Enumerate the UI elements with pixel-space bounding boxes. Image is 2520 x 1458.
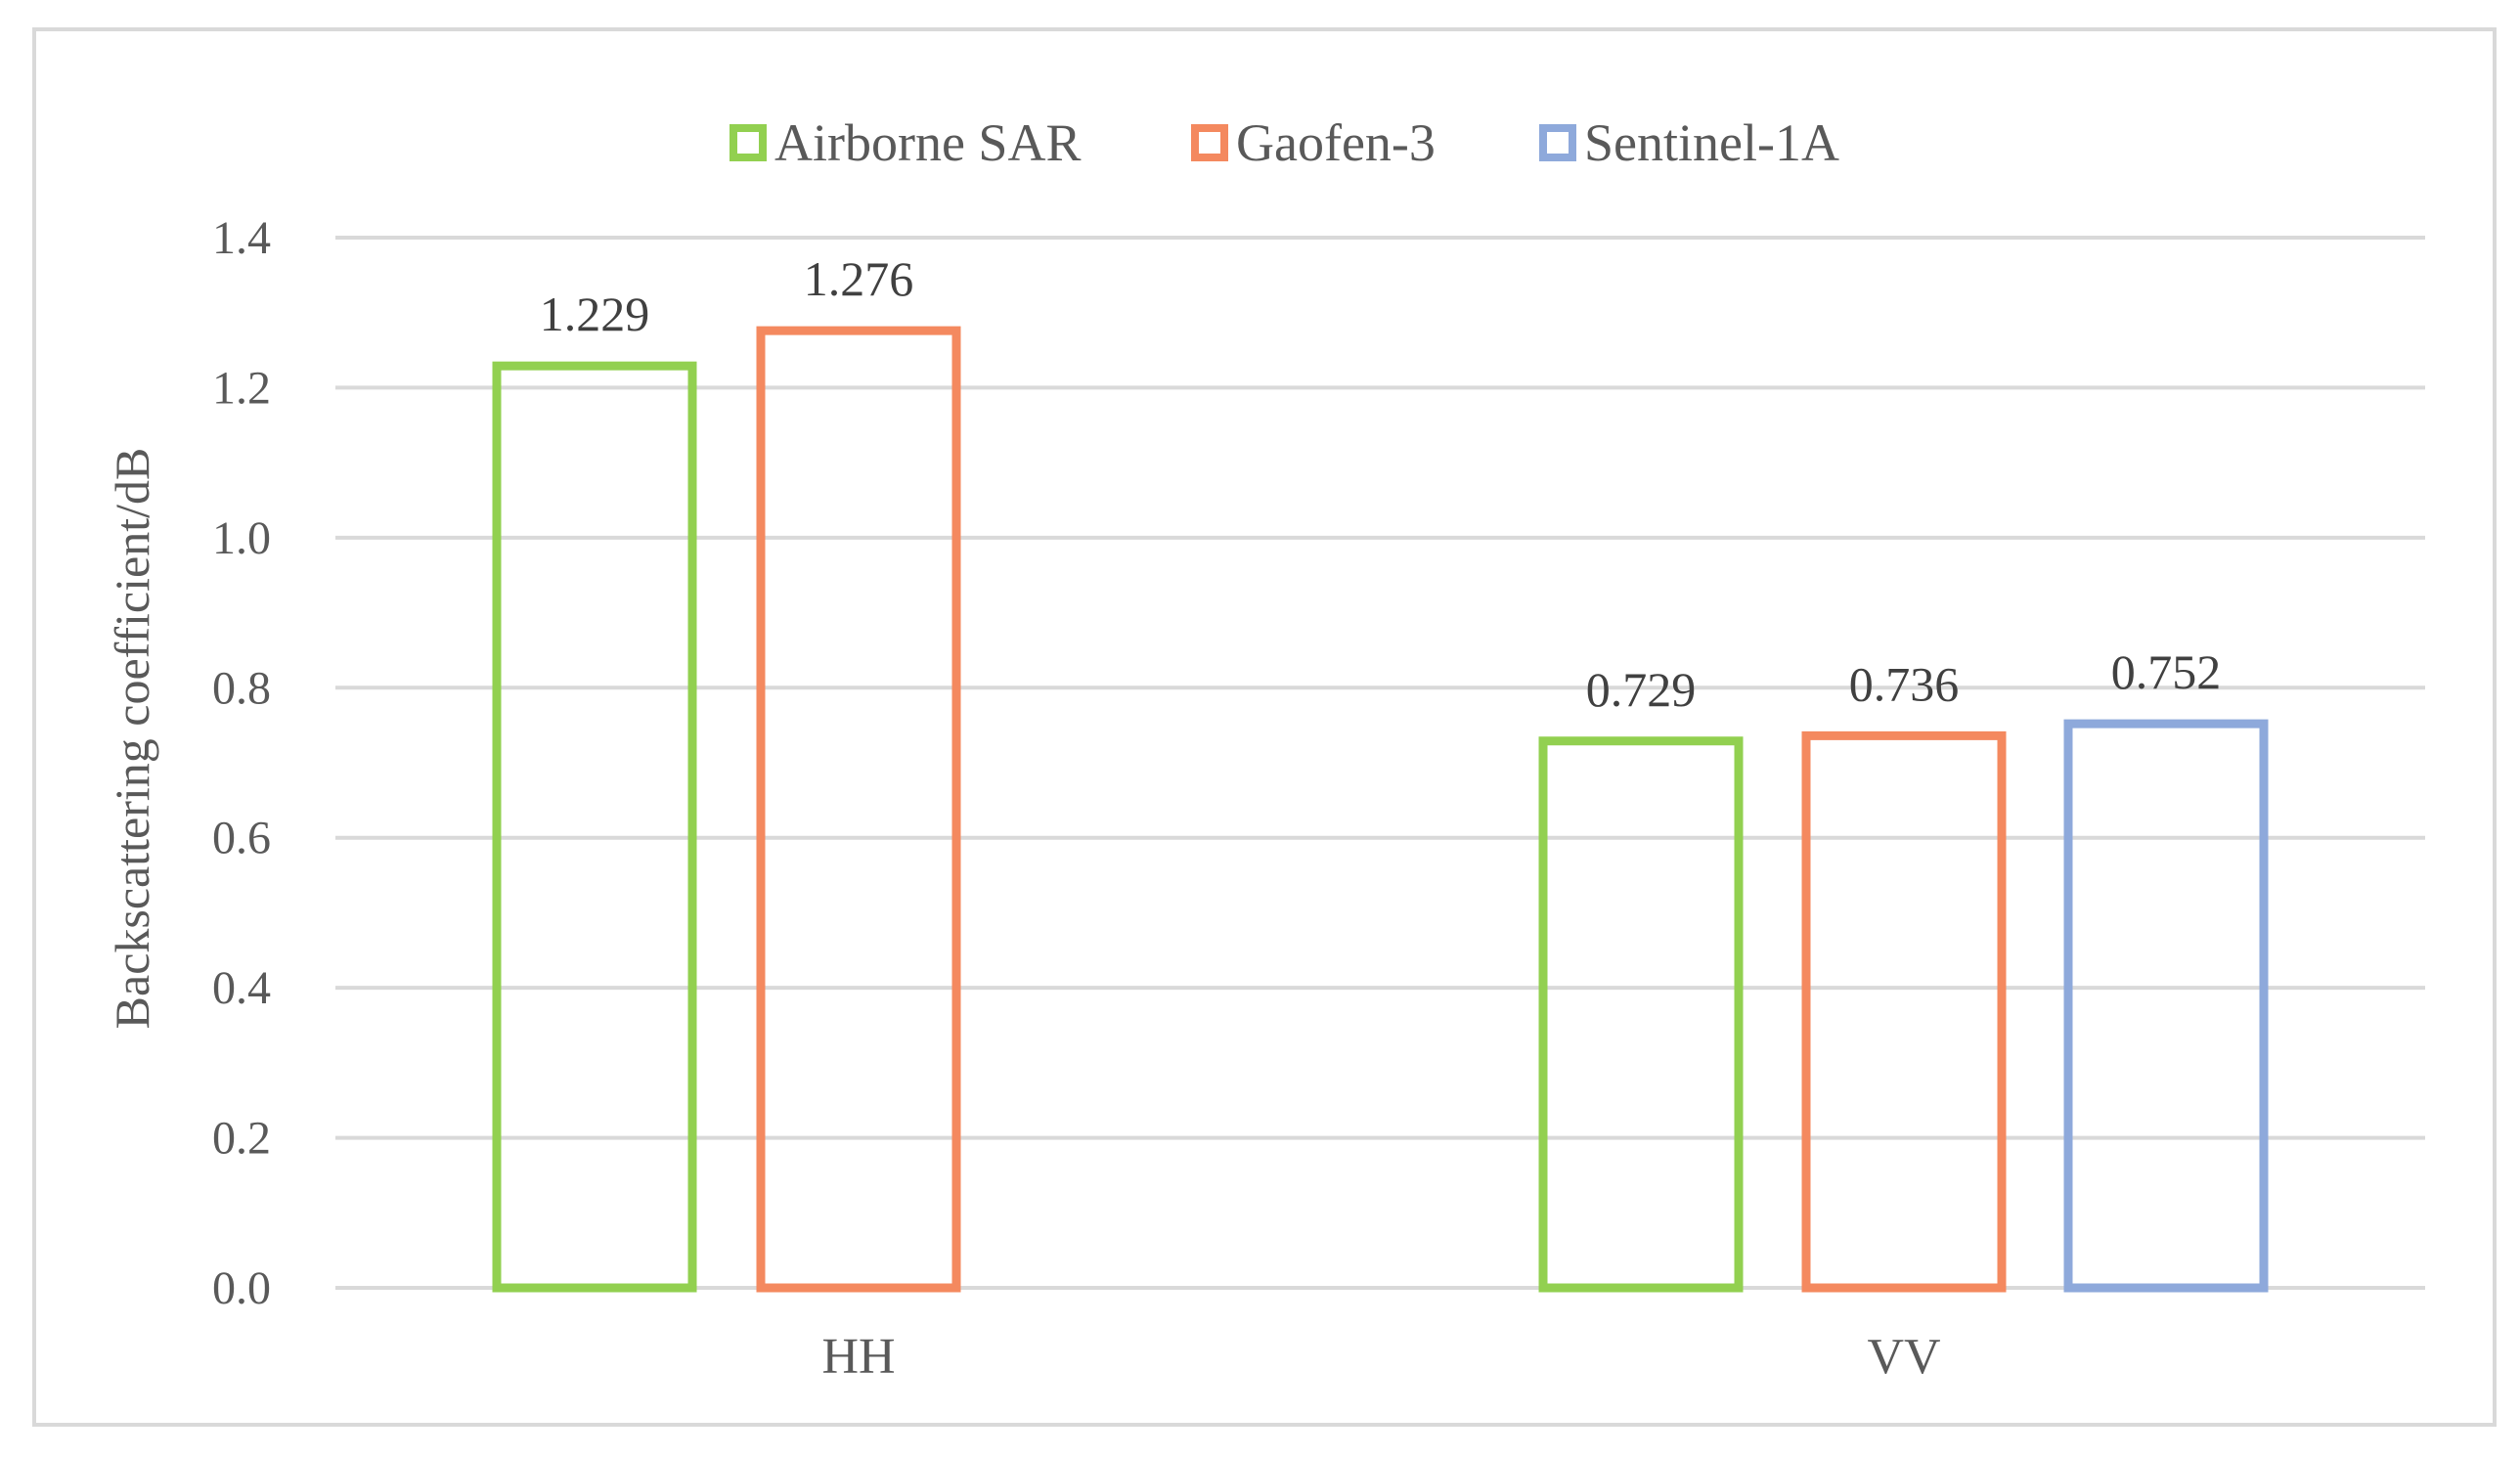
y-tick-label: 0.4 [212, 962, 271, 1014]
legend-swatch [729, 124, 767, 161]
x-category-label: HH [821, 1329, 895, 1385]
bar-hh-airborne-sar [492, 361, 697, 1293]
data-label: 0.729 [1586, 662, 1697, 717]
bar-hh-gaofen-3 [756, 326, 961, 1293]
y-tick-label: 1.2 [212, 362, 271, 414]
data-label: 1.276 [804, 251, 914, 306]
legend-swatch [1191, 124, 1228, 161]
y-axis-ticks: 0.0 0.2 0.4 0.6 0.8 1.0 1.2 1.4 [212, 212, 271, 1314]
y-tick-label: 0.8 [212, 662, 271, 714]
data-labels: 1.229 1.276 0.729 0.736 0.752 [540, 251, 2222, 717]
bars [492, 326, 2269, 1293]
y-tick-label: 1.4 [212, 212, 271, 264]
legend-label: Sentinel-1A [1584, 113, 1839, 172]
bar-vv-airborne-sar [1538, 736, 1744, 1293]
y-tick-label: 0.0 [212, 1262, 271, 1314]
legend-label: Gaofen-3 [1236, 113, 1436, 172]
bar-vv-sentinel-1a [2063, 719, 2269, 1293]
legend: Airborne SAR Gaofen-3 Sentinel-1A [729, 113, 1839, 172]
y-tick-label: 0.2 [212, 1113, 271, 1165]
y-tick-label: 1.0 [212, 512, 271, 564]
bar-vv-gaofen-3 [1801, 730, 2007, 1293]
grid-lines [335, 236, 2425, 1290]
x-category-label: VV [1867, 1329, 1940, 1385]
x-axis-categories: HH VV [821, 1329, 1940, 1385]
data-label: 0.752 [2111, 644, 2222, 699]
data-label: 1.229 [540, 287, 650, 341]
y-axis-title: Backscattering coefficient/dB [105, 448, 159, 1030]
legend-swatch [1539, 124, 1576, 161]
y-tick-label: 0.6 [212, 813, 271, 864]
data-label: 0.736 [1849, 656, 1960, 711]
legend-label: Airborne SAR [774, 113, 1081, 172]
